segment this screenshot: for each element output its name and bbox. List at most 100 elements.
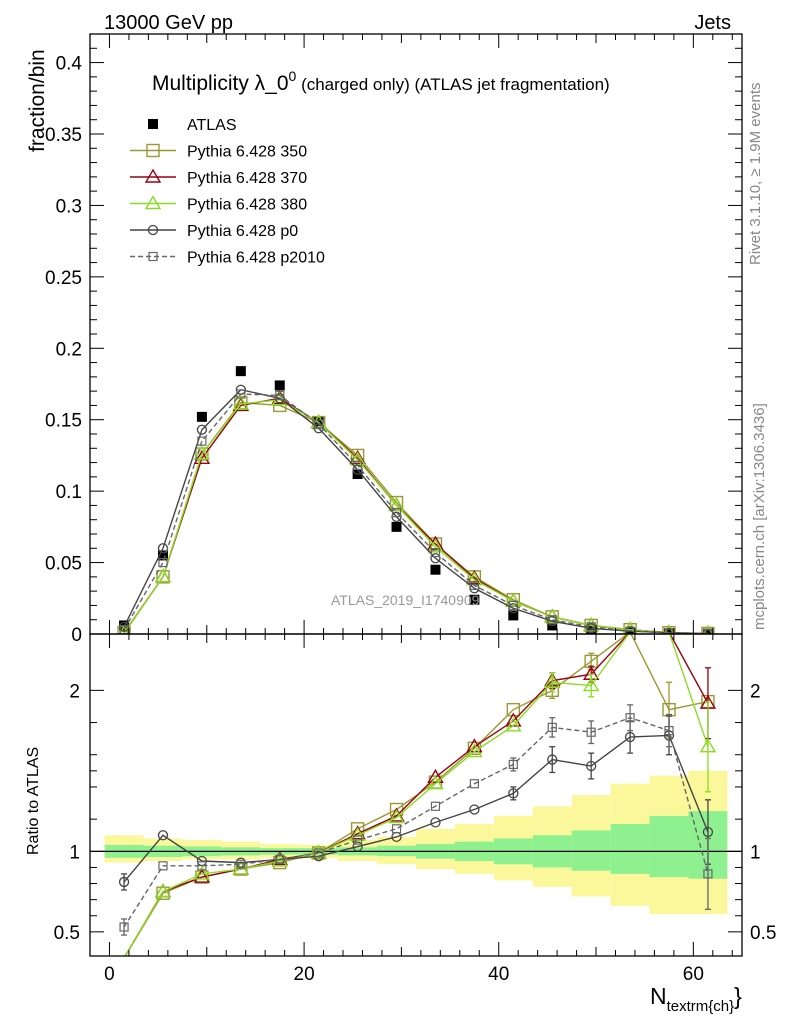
xtick-label-1: 20 [294, 964, 315, 985]
ratio-point-p0-12 [586, 760, 597, 772]
ratio-bands [104, 770, 728, 915]
main-point-p2010-6 [353, 460, 363, 471]
ratio-point-p380-12 [582, 677, 600, 692]
main-point-p2010-1 [158, 557, 168, 568]
main-point-p380-7 [388, 497, 405, 512]
ratio-point-p0-1 [157, 830, 169, 841]
main-point-ATLAS-8 [430, 564, 441, 575]
ratio-point-p2010-3 [236, 859, 246, 869]
mcplots-label: mcplots.cern.ch [arXiv:1306.3436] [751, 403, 768, 630]
ratio-point-p2010-15 [703, 869, 713, 879]
ratio-point-p2010-11 [547, 722, 557, 732]
ratio-frame [89, 633, 743, 957]
ratio-point-p0-6 [352, 841, 363, 852]
header-left: 13000 GeV pp [104, 12, 233, 34]
ratio-point-p350-1 [156, 886, 170, 900]
ratio-point-p0-8 [430, 817, 441, 828]
main-line-p2010 [123, 393, 708, 634]
ratio-ytick-label-r-2: 2 [750, 681, 761, 702]
ratio-point-p380-1 [154, 883, 172, 898]
legend-label-p350: Pythia 6.428 350 [187, 144, 307, 161]
main-point-ATLAS-1 [157, 550, 168, 561]
main-point-ATLAS-4 [274, 380, 285, 391]
ratio-point-p380-9 [466, 743, 483, 758]
main-point-ATLAS-2 [196, 411, 207, 422]
main-point-ATLAS-10 [508, 610, 519, 621]
main-point-p2010-5 [314, 419, 324, 429]
ratio-point-p2010-5 [314, 848, 324, 858]
ratio-point-p2010-4 [275, 854, 285, 865]
main-ytick-label-7: 0.35 [45, 125, 82, 146]
rivet-label: Rivet 3.1.10, ≥ 1.9M events [747, 83, 764, 266]
main-series [117, 366, 715, 634]
main-point-ATLAS-3 [235, 366, 246, 377]
ratio-point-p380-8 [427, 775, 444, 790]
band-inner-14 [649, 815, 689, 878]
ratio-point-p2010-7 [391, 824, 402, 834]
main-point-ATLAS-7 [391, 521, 402, 532]
xtick-label-2: 40 [488, 964, 509, 985]
header-right: Jets [694, 12, 731, 34]
analysis-watermark: ATLAS_2019_I1740909 [331, 592, 480, 608]
main-point-p2010-9 [469, 580, 479, 591]
legend-label-p0: Pythia 6.428 p0 [187, 223, 298, 240]
title-main: Multiplicity λ_0 [152, 72, 289, 95]
ratio-panel: 0 20 40 60 0.5 0.5 1 1 2 2 [54, 633, 776, 985]
title-sup: 0 [289, 68, 297, 84]
main-point-p380-8 [427, 538, 444, 553]
ratio-point-p370-6 [349, 825, 366, 840]
ratio-point-p380-6 [349, 826, 366, 841]
main-point-p2010-8 [430, 547, 441, 558]
ratio-point-p2010-1 [158, 861, 168, 871]
main-ytick-label-1: 0.05 [45, 554, 82, 575]
main-point-p2010-12 [586, 622, 596, 632]
main-ytick-label-8: 0.4 [56, 54, 83, 75]
main-point-p2010-3 [236, 389, 246, 399]
ratio-line-p370 [124, 634, 709, 956]
main-ytick-label-6: 0.3 [56, 196, 82, 217]
main-ylabel: fraction/bin [26, 49, 49, 152]
main-point-ATLAS-12 [586, 624, 597, 634]
ratio-point-p0-15 [702, 826, 714, 838]
main-point-ATLAS-5 [313, 416, 324, 427]
legend-label-p380: Pythia 6.428 380 [187, 197, 307, 214]
main-point-p2010-11 [547, 615, 557, 625]
xlabel-main: N [650, 983, 667, 1009]
legend-marker-p2010 [148, 251, 158, 262]
ratio-ytick-label-r-0: 0.5 [750, 923, 776, 944]
main-line-p0 [123, 388, 708, 634]
main-point-ATLAS-14 [664, 628, 675, 634]
ratio-point-p380-2 [193, 865, 211, 880]
legend-label-p370: Pythia 6.428 370 [187, 170, 307, 187]
ratio-point-p370-8 [427, 768, 444, 783]
plot-title: Multiplicity λ_00 (charged only) (ATLAS … [152, 68, 610, 95]
main-point-p370-3 [232, 397, 250, 412]
main-ytick-label-5: 0.25 [45, 268, 82, 289]
ratio-point-p2010-12 [586, 727, 596, 737]
ratio-ytick-label-2: 2 [69, 681, 80, 702]
main-ytick-label-3: 0.15 [45, 411, 82, 432]
ratio-point-p380-7 [388, 809, 405, 824]
main-point-p0-2 [196, 424, 208, 435]
ratio-point-p350-10 [506, 702, 521, 717]
ratio-point-p2010-9 [469, 779, 479, 789]
main-point-p0-8 [430, 553, 441, 564]
ratio-line-p0 [123, 734, 709, 883]
ratio-ytick-label-r-1: 1 [750, 842, 761, 863]
x-axis-label: Ntextrm{ch}} [650, 983, 742, 1015]
main-point-p380-3 [232, 395, 250, 410]
xlabel-sub: textrm{ch} [667, 998, 735, 1015]
main-ytick-label-4: 0.2 [56, 339, 82, 360]
ratio-point-p380-15 [699, 738, 717, 753]
legend-marker-p370 [144, 168, 162, 183]
ratio-point-p380-11 [544, 673, 561, 688]
ratio-ylabel: Ratio to ATLAS [25, 747, 42, 855]
xtick-label-3: 60 [683, 964, 704, 985]
legend-marker-p380 [144, 195, 162, 210]
ratio-point-p2010-2 [197, 861, 207, 871]
title-rest: (charged only) (ATLAS jet fragmentation) [296, 75, 609, 94]
ratio-ytick-label-0: 0.5 [54, 923, 80, 944]
ratio-point-p0-10 [508, 788, 519, 799]
main-point-p2010-7 [391, 507, 402, 518]
